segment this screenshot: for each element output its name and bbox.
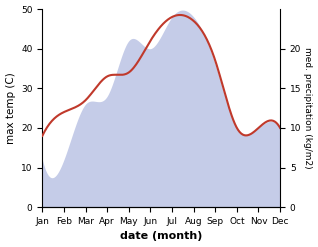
Y-axis label: med. precipitation (kg/m2): med. precipitation (kg/m2)	[303, 47, 313, 169]
X-axis label: date (month): date (month)	[120, 231, 203, 242]
Y-axis label: max temp (C): max temp (C)	[5, 72, 16, 144]
